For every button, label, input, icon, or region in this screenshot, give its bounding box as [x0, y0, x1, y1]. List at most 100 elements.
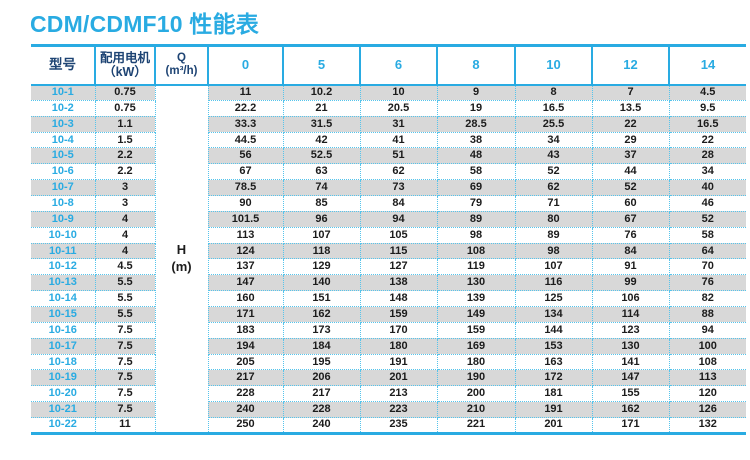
model-cell: 10-9: [31, 210, 96, 228]
head-value-cell: 213: [359, 385, 438, 403]
model-cell: 10-22: [31, 417, 96, 435]
head-value-cell: 43: [514, 147, 593, 165]
motor-header-line1: 配用电机: [99, 50, 150, 65]
head-value-cell: 21: [282, 99, 361, 117]
head-value-cell: 183: [207, 321, 284, 339]
model-cell: 10-21: [31, 401, 96, 419]
head-value-cell: 127: [359, 258, 438, 276]
table-body: 10-1 0.75 H (m) 11 10.2 10 9 8 7 4.5 10-2 0.75 22.2 21…: [31, 84, 746, 435]
motor-power-cell: 7.5: [94, 369, 156, 387]
head-unit-line1: H: [176, 242, 187, 258]
motor-power-cell: 3: [94, 195, 156, 212]
head-value-cell: 20.5: [359, 99, 438, 117]
model-cell: 10-3: [31, 115, 96, 133]
head-value-cell: 151: [282, 290, 361, 308]
head-value-cell: 124: [207, 242, 284, 260]
flow-header-0: 0: [207, 44, 283, 86]
head-value-cell: 155: [591, 385, 670, 403]
table-row-10-8: 10-8 3 90 85 84 79 71 60 46: [31, 195, 746, 212]
head-value-cell: 130: [436, 274, 516, 292]
model-cell: 10-18: [31, 353, 96, 371]
motor-power-cell: 2.2: [94, 163, 156, 181]
head-value-cell: 40: [668, 179, 746, 197]
motor-power-cell: 4: [94, 210, 156, 228]
head-value-cell: 11: [207, 84, 284, 101]
model-cell: 10-11: [31, 242, 96, 260]
head-value-cell: 28.5: [436, 115, 516, 133]
head-value-cell: 105: [359, 226, 438, 244]
head-value-cell: 58: [668, 226, 746, 244]
motor-power-cell: 1.5: [94, 131, 156, 149]
model-cell: 10-19: [31, 369, 96, 387]
table-row-10-2: 10-2 0.75 22.2 21 20.5 19 16.5 13.5 9.5: [31, 99, 746, 117]
flow-header-5: 5: [282, 44, 360, 86]
head-value-cell: 63: [282, 163, 361, 181]
table-row-10-10: 10-10 4 113 107 105 98 89 76 58: [31, 226, 746, 244]
head-value-cell: 144: [514, 321, 593, 339]
head-value-cell: 119: [436, 258, 516, 276]
head-value-cell: 217: [207, 369, 284, 387]
table-row-10-18: 10-18 7.5 205 195 191 180 163 141 108: [31, 353, 746, 371]
head-value-cell: 118: [282, 242, 361, 260]
head-value-cell: 147: [207, 274, 284, 292]
head-value-cell: 171: [591, 417, 670, 435]
model-cell: 10-12: [31, 258, 96, 276]
head-value-cell: 38: [436, 131, 516, 149]
table-row-10-5: 10-5 2.2 56 52.5 51 48 43 37 28: [31, 147, 746, 165]
head-value-cell: 148: [359, 290, 438, 308]
head-value-cell: 4.5: [668, 84, 746, 101]
flow-header-10: 10: [514, 44, 592, 86]
performance-table: 型号 配用电机 （kW） Q (m³/h) 0 5 6 8 10 12 14 10-1 0.7…: [31, 44, 746, 435]
head-value-cell: 9.5: [668, 99, 746, 117]
model-header-label: 型号: [49, 57, 76, 73]
head-value-cell: 205: [207, 353, 284, 371]
head-unit-merged-cell: H (m): [154, 84, 209, 435]
head-value-cell: 10: [359, 84, 438, 101]
head-value-cell: 31.5: [282, 115, 361, 133]
motor-power-cell: 7.5: [94, 321, 156, 339]
head-value-cell: 163: [514, 353, 593, 371]
head-value-cell: 190: [436, 369, 516, 387]
head-value-cell: 153: [514, 337, 593, 355]
head-value-cell: 58: [436, 163, 516, 181]
head-value-cell: 16.5: [668, 115, 746, 133]
head-value-cell: 201: [359, 369, 438, 387]
head-value-cell: 240: [207, 401, 284, 419]
head-value-cell: 116: [514, 274, 593, 292]
table-row-10-3: 10-3 1.1 33.3 31.5 31 28.5 25.5 22 16.5: [31, 115, 746, 133]
motor-header-line2: （kW）: [103, 65, 147, 80]
head-value-cell: 41: [359, 131, 438, 149]
head-value-cell: 85: [282, 195, 361, 212]
motor-power-column-header: 配用电机 （kW）: [94, 44, 155, 86]
head-value-cell: 159: [359, 306, 438, 323]
head-value-cell: 106: [591, 290, 670, 308]
head-value-cell: 107: [514, 258, 593, 276]
page-title: CDM/CDMF10 性能表: [30, 11, 259, 37]
head-value-cell: 114: [591, 306, 670, 323]
head-value-cell: 108: [668, 353, 746, 371]
head-unit-line2: (m): [171, 258, 192, 274]
head-value-cell: 162: [591, 401, 670, 419]
head-value-cell: 25.5: [514, 115, 593, 133]
table-row-10-9: 10-9 4 101.5 96 94 89 80 67 52: [31, 210, 746, 228]
head-value-cell: 78.5: [207, 179, 284, 197]
table-row-10-14: 10-14 5.5 160 151 148 139 125 106 82: [31, 290, 746, 308]
head-value-cell: 84: [591, 242, 670, 260]
head-value-cell: 28: [668, 147, 746, 165]
head-value-cell: 37: [591, 147, 670, 165]
head-value-cell: 7: [591, 84, 670, 101]
table-row-10-13: 10-13 5.5 147 140 138 130 116 99 76: [31, 274, 746, 292]
flow-q-column-header: Q (m³/h): [154, 44, 208, 86]
model-cell: 10-4: [31, 131, 96, 149]
head-value-cell: 94: [359, 210, 438, 228]
q-header-line2: (m³/h): [165, 65, 198, 78]
head-value-cell: 120: [668, 385, 746, 403]
motor-power-cell: 2.2: [94, 147, 156, 165]
head-value-cell: 194: [207, 337, 284, 355]
motor-power-cell: 0.75: [94, 84, 156, 101]
head-value-cell: 8: [514, 84, 593, 101]
model-cell: 10-13: [31, 274, 96, 292]
head-value-cell: 52: [591, 179, 670, 197]
q-header-line1: Q: [177, 52, 186, 65]
flow-header-14: 14: [668, 44, 746, 86]
